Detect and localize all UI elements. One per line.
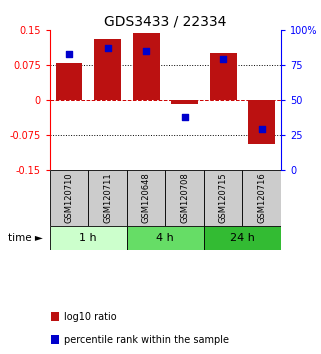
- Bar: [204, 226, 281, 250]
- Bar: [94, 39, 121, 100]
- Bar: [248, 100, 275, 144]
- Bar: [133, 33, 160, 100]
- Title: GDS3433 / 22334: GDS3433 / 22334: [104, 15, 227, 29]
- Text: GSM120710: GSM120710: [65, 172, 74, 223]
- Bar: [56, 63, 82, 100]
- Bar: [165, 170, 204, 226]
- Text: GSM120716: GSM120716: [257, 172, 266, 223]
- Text: log10 ratio: log10 ratio: [64, 312, 117, 322]
- Bar: [127, 170, 165, 226]
- Text: 24 h: 24 h: [230, 233, 255, 243]
- Bar: [50, 170, 88, 226]
- Point: [221, 57, 226, 62]
- Bar: [171, 100, 198, 104]
- Bar: [204, 170, 242, 226]
- Text: 1 h: 1 h: [80, 233, 97, 243]
- Point: [143, 48, 149, 54]
- Point: [105, 45, 110, 51]
- Bar: [88, 170, 127, 226]
- Bar: [242, 170, 281, 226]
- Bar: [210, 53, 237, 100]
- Text: 4 h: 4 h: [156, 233, 174, 243]
- Bar: [50, 226, 127, 250]
- Text: GSM120708: GSM120708: [180, 172, 189, 223]
- Point: [182, 114, 187, 120]
- Text: GSM120715: GSM120715: [219, 172, 228, 223]
- Point: [259, 126, 264, 132]
- Text: GSM120711: GSM120711: [103, 172, 112, 223]
- Bar: [127, 226, 204, 250]
- Text: time ►: time ►: [8, 233, 43, 243]
- Point: [66, 51, 72, 57]
- Text: percentile rank within the sample: percentile rank within the sample: [64, 335, 229, 345]
- Text: GSM120648: GSM120648: [142, 172, 151, 223]
